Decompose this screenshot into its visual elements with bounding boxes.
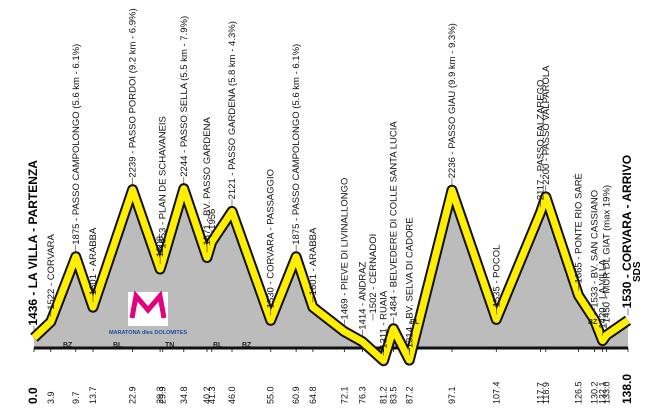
point-label: 1808 bbox=[155, 236, 166, 257]
km-label: 126.5 bbox=[574, 381, 584, 404]
km-label: 3.9 bbox=[46, 391, 56, 404]
km-label: 9.7 bbox=[71, 391, 81, 404]
point-label: 2236 - PASSO GIAU (9.9 km - 9.3%) bbox=[447, 23, 458, 178]
province: BL bbox=[213, 342, 223, 349]
province: BL bbox=[113, 342, 123, 349]
km-label: 87.2 bbox=[404, 386, 414, 404]
km-label: 118.9 bbox=[541, 382, 551, 404]
point-label: 1314 - BV. SELVA DI CADORE bbox=[404, 217, 415, 348]
point-label: 1469 - PIEVE DI LIVINALLONGO bbox=[339, 178, 350, 320]
km-label: 55.0 bbox=[266, 386, 276, 404]
terrain bbox=[34, 188, 628, 361]
point-label: 1530 - CORVARA - PASSAGGIO bbox=[266, 169, 277, 308]
point-label: 1311 - RUAIA bbox=[379, 290, 390, 349]
point-label: 1956 bbox=[207, 209, 218, 230]
point-label: 1601 - ARABBA bbox=[308, 227, 319, 295]
province: BL bbox=[410, 319, 420, 326]
point-label: 1530 - CORVARA - ARRIVO bbox=[620, 155, 634, 308]
point-label: 1533 - BV. SAN CASSIANO bbox=[589, 190, 600, 308]
point-label: 2239 - PASSO PORDOI (9.2 km - 6.9%) bbox=[128, 8, 139, 177]
km-label: 76.3 bbox=[357, 386, 367, 404]
logo: MARATONA dles DOLOMITES bbox=[109, 290, 187, 336]
province: BZ bbox=[588, 319, 598, 326]
point-label: 1522 - CORVARA bbox=[46, 233, 57, 309]
point-label: 2121 - PASSO GARDENA (5.8 km - 4.3%) bbox=[227, 21, 238, 199]
km-label: 133.0 bbox=[601, 381, 611, 404]
marks: 1436 - LA VILLA - PARTENZA 1522 - CORVARA… bbox=[26, 8, 634, 404]
point-label: 1875 - PASSO CAMPOLONGO (5.6 km - 6.1%) bbox=[71, 44, 82, 245]
point-label: 1535 - POCOL bbox=[491, 245, 502, 308]
km-label: 22.9 bbox=[128, 386, 138, 404]
province: BZ bbox=[63, 342, 73, 349]
km-label: 97.1 bbox=[447, 386, 457, 404]
km-label: 0.0 bbox=[26, 387, 40, 404]
point-label: 1665 - PONTE RIO SARÈ bbox=[574, 173, 585, 283]
km-label: 107.4 bbox=[491, 381, 501, 404]
km-label: 72.1 bbox=[339, 386, 349, 404]
logo-m bbox=[129, 290, 167, 319]
route bbox=[31, 185, 630, 365]
point-label: 2200 - PASSO VALPAROLA bbox=[541, 65, 552, 185]
point-label: 1502 - CERNADOI bbox=[368, 234, 379, 314]
point-label: 1436 - LA VILLA - PARTENZA bbox=[26, 160, 40, 326]
provinces: BZ BL TN BL BZ BL BZ bbox=[63, 319, 598, 349]
km-label: 132.1 bbox=[598, 381, 608, 404]
km-label: 83.5 bbox=[388, 386, 398, 404]
brand: SDS bbox=[632, 261, 643, 282]
point-label: 1601 - ARABBA bbox=[88, 227, 99, 295]
km-label: 46.0 bbox=[227, 386, 237, 404]
point-label: 2117 - PASSO FALZAREGO bbox=[536, 80, 547, 201]
km-label: 40.2 bbox=[202, 386, 212, 404]
km-label: 60.9 bbox=[291, 386, 301, 404]
point-label: 1871 - BV. PASSO GARDENA bbox=[202, 117, 213, 246]
point-label: 1450 - MUR DL GIAT (max 19%) bbox=[601, 185, 612, 323]
km-label: 64.8 bbox=[308, 386, 318, 404]
point-label: 1420 - LA VILLA bbox=[598, 259, 609, 329]
logo-text: MARATONA dles DOLOMITES bbox=[109, 330, 187, 336]
km-label: 138.0 bbox=[620, 374, 634, 404]
point-label: 1484 - BELVEDERE DI COLLE SANTA LUCIA bbox=[388, 121, 399, 317]
km-label: 34.8 bbox=[179, 386, 189, 404]
km-label: 41.3 bbox=[207, 386, 217, 404]
point-label: 1414 - ANDRAZ bbox=[357, 261, 368, 329]
km-label: 117.7 bbox=[536, 382, 546, 404]
province: TN bbox=[165, 342, 174, 349]
km-label: 29.3 bbox=[155, 386, 165, 404]
point-label: 1853 - PLAN DE SCHAVANEIS bbox=[158, 116, 169, 249]
km-label: 130.2 bbox=[589, 381, 599, 404]
point-label: 1875 - PASSO CAMPOLONGO (5.6 km - 6.1%) bbox=[291, 44, 302, 245]
km-label: 81.2 bbox=[379, 386, 389, 404]
km-label: 29.9 bbox=[158, 386, 168, 404]
km-label: 13.7 bbox=[88, 386, 98, 404]
point-label: 2244 - PASSO SELLA (5.5 km - 7.9%) bbox=[179, 16, 190, 177]
province: BZ bbox=[242, 342, 252, 349]
